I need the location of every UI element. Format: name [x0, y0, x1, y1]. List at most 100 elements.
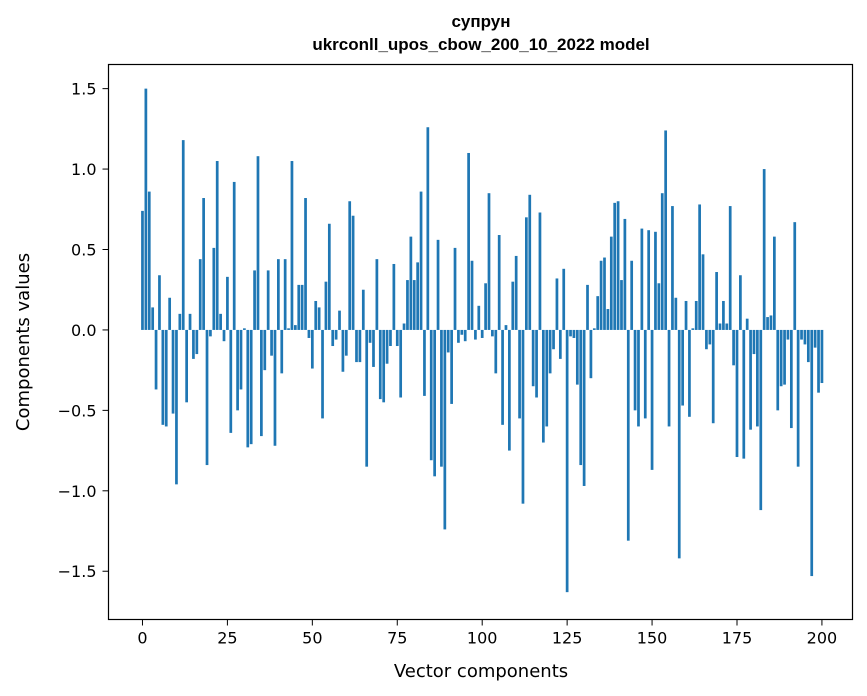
bar-5: [158, 275, 161, 330]
bar-54: [324, 281, 328, 330]
bar-105: [497, 235, 501, 330]
bar-148: [643, 329, 647, 419]
bar-103: [491, 329, 494, 337]
bar-82: [419, 191, 423, 330]
bar-114: [528, 194, 532, 330]
bar-150: [650, 329, 654, 470]
bar-66: [365, 329, 369, 467]
bar-197: [810, 329, 814, 577]
bar-194: [800, 329, 803, 340]
bar-37: [266, 270, 270, 330]
bar-132: [589, 329, 593, 379]
bar-118: [541, 329, 545, 443]
bar-158: [677, 329, 681, 559]
bar-99: [477, 305, 481, 330]
bar-110: [514, 255, 518, 330]
bar-159: [681, 329, 684, 406]
x-tick-label-8: 200: [807, 629, 838, 648]
bar-93: [457, 329, 460, 343]
bar-126: [569, 329, 572, 337]
bar-134: [596, 296, 600, 330]
bar-96: [467, 152, 470, 330]
bar-88: [440, 329, 443, 467]
bar-95: [463, 329, 467, 342]
bar-145: [633, 329, 637, 411]
bar-48: [304, 198, 307, 330]
bar-56: [331, 329, 335, 347]
bar-73: [389, 329, 392, 347]
bar-195: [803, 329, 807, 345]
bar-89: [443, 329, 447, 530]
bar-71: [382, 329, 386, 403]
bar-98: [474, 329, 477, 340]
bar-137: [606, 309, 610, 330]
bar-183: [762, 169, 766, 330]
bar-123: [558, 329, 562, 359]
bar-115: [531, 329, 535, 387]
bar-177: [742, 329, 746, 459]
bar-140: [616, 201, 620, 330]
bar-161: [688, 329, 691, 417]
bar-119: [545, 329, 549, 427]
bar-90: [446, 329, 450, 353]
bar-122: [555, 278, 559, 330]
bar-147: [640, 228, 644, 330]
bar-10: [175, 329, 178, 485]
bar-167: [708, 329, 712, 345]
bar-80: [412, 280, 416, 330]
bar-41: [280, 329, 284, 374]
bar-106: [501, 329, 504, 425]
bar-45: [293, 325, 297, 330]
bar-23: [219, 313, 222, 330]
bar-153: [660, 193, 664, 330]
x-tick-label-6: 150: [637, 629, 668, 648]
bar-86: [433, 329, 436, 477]
bar-16: [195, 329, 199, 355]
bar-160: [684, 300, 688, 330]
bar-112: [521, 329, 525, 504]
bar-133: [592, 328, 596, 330]
bar-30: [243, 328, 246, 330]
bar-14: [188, 313, 192, 330]
y-tick-label-5: 1.0: [71, 160, 96, 179]
bar-143: [626, 329, 630, 541]
plot-frame: [107, 63, 854, 621]
y-tick-label-3: 0.0: [71, 321, 96, 340]
bar-200: [820, 329, 824, 384]
bar-77: [402, 323, 406, 330]
bar-26: [229, 329, 233, 433]
bar-76: [399, 329, 403, 398]
bar-63: [355, 329, 358, 363]
bar-50: [310, 329, 314, 369]
bar-136: [603, 257, 606, 330]
bar-146: [637, 329, 640, 427]
bar-64: [358, 329, 362, 363]
y-tick-label-1: −1.0: [58, 482, 97, 501]
bar-108: [508, 329, 511, 451]
bar-97: [470, 260, 474, 330]
bar-129: [579, 329, 583, 466]
bar-70: [378, 329, 382, 400]
bar-113: [525, 217, 528, 330]
bar-62: [351, 215, 355, 330]
bar-68: [372, 329, 375, 367]
bar-28: [236, 329, 239, 411]
bar-166: [705, 329, 708, 350]
bar-198: [813, 329, 817, 348]
bar-22: [215, 161, 219, 330]
bar-164: [698, 204, 701, 330]
bar-104: [494, 329, 498, 374]
bar-180: [752, 329, 756, 355]
x-tick-label-1: 25: [217, 629, 237, 648]
bar-44: [290, 161, 294, 330]
bar-102: [487, 193, 491, 330]
bar-189: [783, 329, 786, 385]
bar-2: [147, 191, 151, 330]
bar-165: [701, 254, 705, 330]
y-tick-label-4: 0.5: [71, 241, 96, 260]
bar-139: [613, 202, 617, 330]
bar-168: [711, 329, 715, 424]
bar-36: [263, 329, 267, 371]
bar-81: [416, 262, 420, 330]
bar-53: [321, 329, 324, 419]
